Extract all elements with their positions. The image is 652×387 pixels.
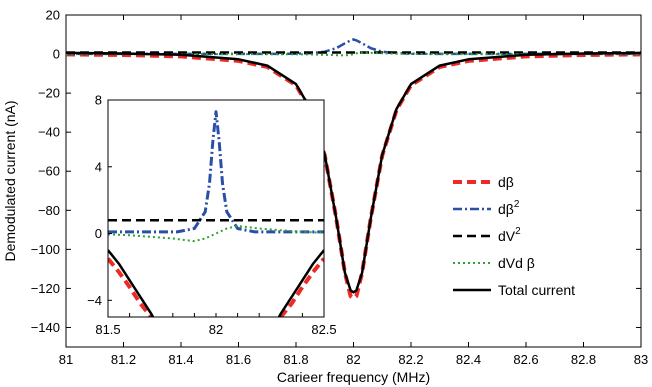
x-tick-label: 82.8 (571, 352, 596, 367)
x-tick-label: 81.2 (111, 352, 136, 367)
x-tick-label: 81 (59, 352, 73, 367)
inset-y-tick-label: −4 (87, 293, 102, 308)
y-tick-label: 0 (53, 47, 60, 62)
inset-x-tick-label: 82.5 (311, 322, 336, 337)
inset-y-tick-label: 0 (95, 226, 102, 241)
y-tick-label: −20 (38, 86, 60, 101)
y-tick-label: −80 (38, 203, 60, 218)
y-tick-label: −40 (38, 125, 60, 140)
x-axis-title: Carieer frequency (MHz) (277, 369, 430, 385)
y-tick-label: −140 (31, 320, 60, 335)
x-tick-label: 82.4 (456, 352, 481, 367)
series-line-dvd- (66, 51, 641, 57)
inset-axis-ticks: 81.5 82 82.5 8 4 0 −4 (87, 93, 336, 338)
main-axis-ticks: 81 81.2 81.4 81.6 81.8 82 82.2 82.4 82.6 82.8 83 20… (31, 8, 649, 368)
inset-plot: 81.5 82 82.5 8 4 0 −4 (87, 93, 336, 338)
series-line-total-current (66, 51, 641, 294)
inset-series-line-d--squared (108, 110, 324, 234)
x-tick-label: 81.4 (168, 352, 193, 367)
y-axis-title: Demodulated current (nA) (2, 100, 18, 261)
main-series-group (66, 38, 641, 301)
inset-y-tick-label: 8 (95, 93, 102, 108)
inset-x-tick-label: 82 (209, 322, 223, 337)
inset-series-group (108, 110, 324, 317)
inset-plot-background (108, 100, 324, 317)
y-tick-label: −60 (38, 164, 60, 179)
legend-label-total-current: Total current (498, 282, 575, 298)
y-tick-label: −100 (31, 242, 60, 257)
x-tick-label: 81.6 (226, 352, 251, 367)
legend-label-d-: dβ (498, 174, 514, 190)
inset-x-tick-label: 81.5 (95, 322, 120, 337)
x-tick-label: 82 (346, 352, 360, 367)
y-tick-label: −120 (31, 281, 60, 296)
x-tick-label: 83 (634, 352, 648, 367)
inset-series-line-total-current (108, 249, 324, 317)
x-tick-label: 82.2 (398, 352, 423, 367)
inset-series-line-dvd- (108, 225, 324, 243)
y-tick-label: 20 (46, 8, 60, 23)
legend-label-dvd-: dVd β (498, 255, 535, 271)
inset-series-line-d- (108, 257, 324, 317)
x-tick-label: 81.8 (283, 352, 308, 367)
x-tick-label: 82.6 (513, 352, 538, 367)
inset-y-tick-label: 4 (95, 159, 102, 174)
